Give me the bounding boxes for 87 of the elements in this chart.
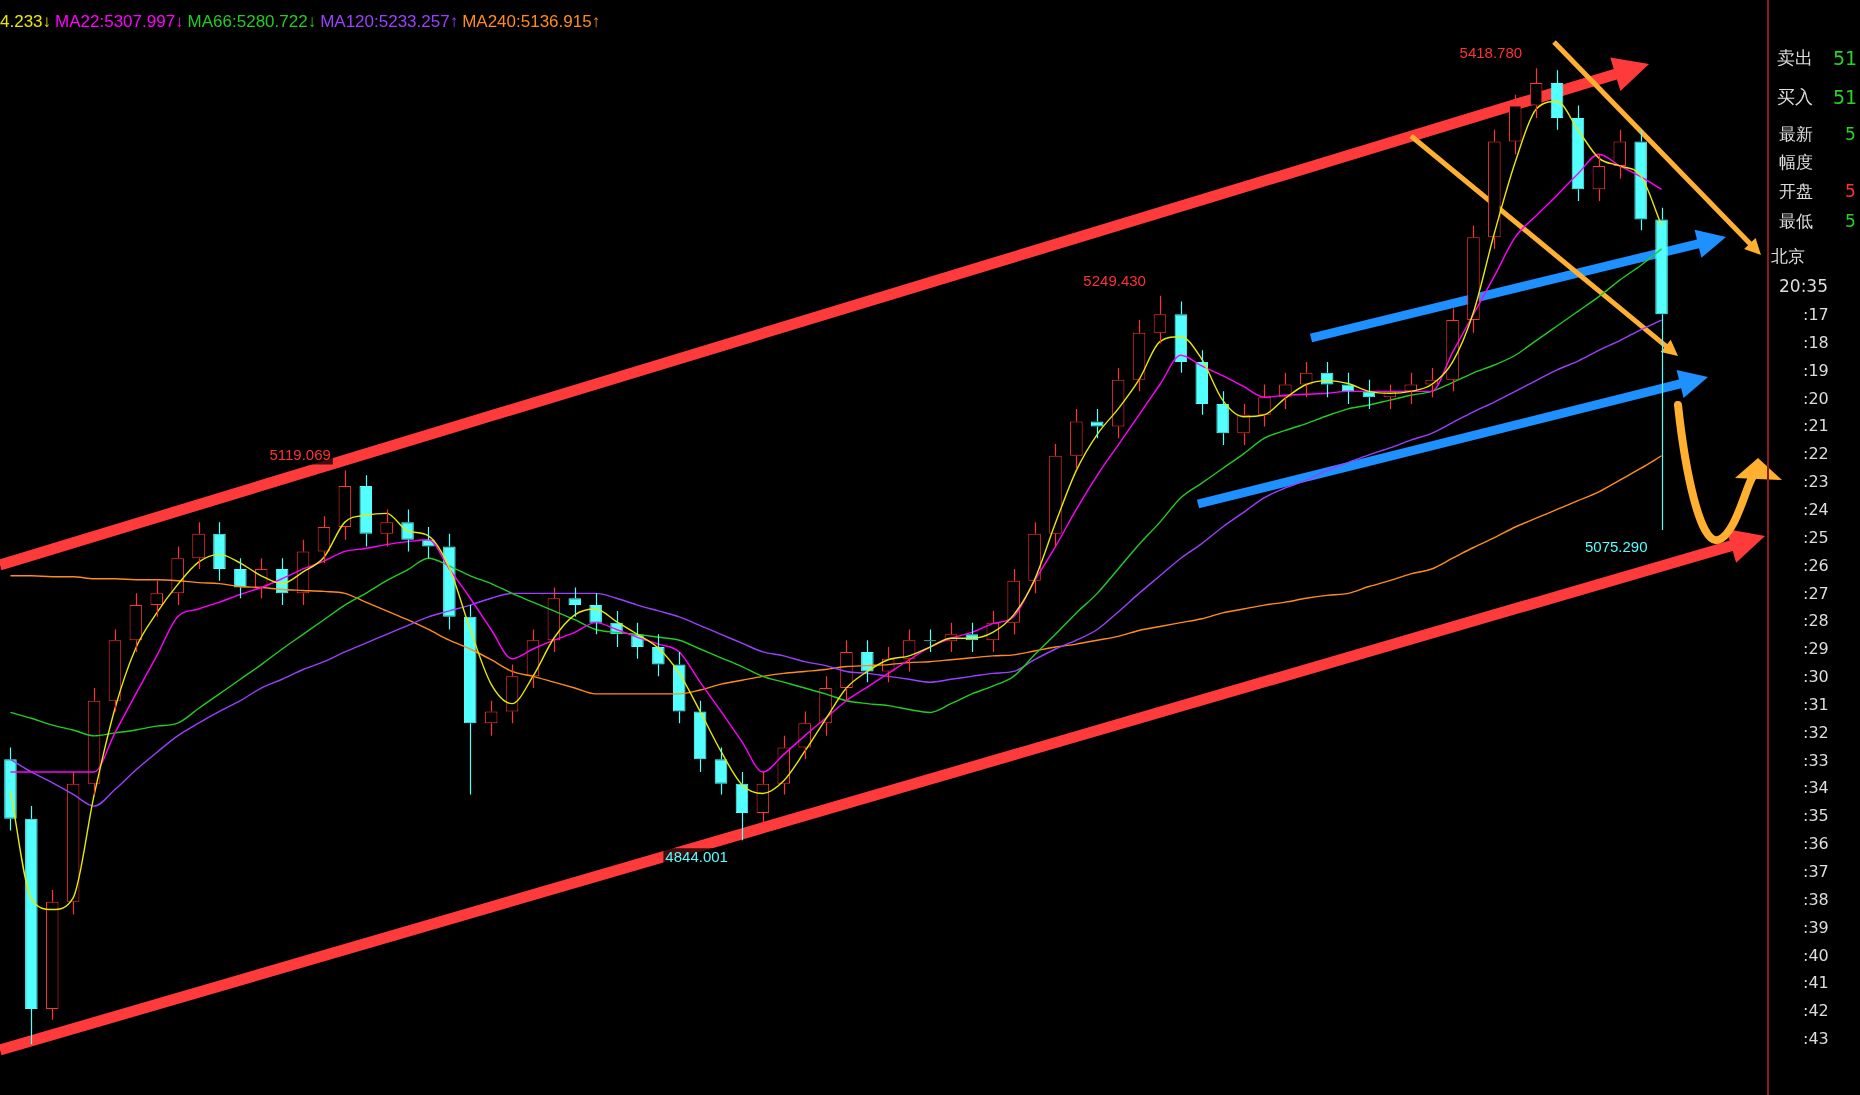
candlestick xyxy=(1655,207,1668,531)
candlestick xyxy=(1550,69,1564,131)
text: :37 xyxy=(1803,862,1829,882)
candlestick xyxy=(1174,300,1188,374)
candlestick xyxy=(4,746,17,832)
candlestick xyxy=(25,805,38,1045)
candlestick xyxy=(66,771,80,916)
text: 最低 xyxy=(1779,211,1813,231)
annotation: 5249.430 xyxy=(1083,271,1146,289)
text: :35 xyxy=(1803,806,1829,827)
candlestick xyxy=(735,771,749,841)
candlestick xyxy=(1592,153,1606,202)
text: :20 xyxy=(1803,388,1829,409)
annotation: 4844.001 xyxy=(665,848,728,866)
text: MA22:5307.997↓ xyxy=(55,12,184,31)
candlestick xyxy=(568,586,582,618)
text: :24 xyxy=(1803,499,1829,520)
candlestick xyxy=(1216,390,1229,446)
text: :31 xyxy=(1803,694,1829,715)
candlestick xyxy=(1132,319,1146,392)
candlestick xyxy=(108,628,122,713)
annotation: 5075.290 xyxy=(1584,537,1648,555)
candlestick xyxy=(714,746,728,796)
text: :19 xyxy=(1803,360,1829,381)
text: 开盘 xyxy=(1779,181,1813,201)
text: :33 xyxy=(1803,750,1829,771)
text: :34 xyxy=(1803,778,1829,799)
text: :25 xyxy=(1803,527,1829,548)
text: :18 xyxy=(1803,332,1829,353)
text: :42 xyxy=(1803,1001,1829,1022)
text: :29 xyxy=(1803,639,1829,660)
text: :27 xyxy=(1803,583,1829,604)
candlestick xyxy=(840,639,853,702)
annotation: 5119.069 xyxy=(269,446,331,464)
candlestick xyxy=(777,735,791,796)
candlestick xyxy=(463,604,477,796)
candlestick xyxy=(317,515,331,564)
text: :23 xyxy=(1803,472,1829,493)
text: MA120:5233.257↑ xyxy=(320,12,459,31)
text: 51 xyxy=(1833,47,1858,69)
text: :22 xyxy=(1803,444,1829,465)
candlestick xyxy=(505,664,519,724)
text: 5 xyxy=(1845,181,1856,201)
text: MA240:5136.915↑ xyxy=(462,12,601,31)
candlestick xyxy=(1467,224,1480,334)
candlestick xyxy=(213,521,226,582)
text: :40 xyxy=(1803,945,1829,966)
text: :36 xyxy=(1803,834,1829,855)
text: :38 xyxy=(1803,889,1829,910)
text: 5 xyxy=(1845,211,1856,231)
text: :28 xyxy=(1803,611,1829,632)
text: 卖出 xyxy=(1777,47,1813,68)
candlestick xyxy=(338,469,352,541)
text: :17 xyxy=(1803,305,1829,325)
candlestick xyxy=(1007,568,1020,635)
text: :39 xyxy=(1803,917,1829,938)
text: :26 xyxy=(1803,555,1829,576)
candlestick xyxy=(129,592,143,653)
text: 4.233↓ xyxy=(0,12,52,31)
candlestick xyxy=(359,474,373,548)
candlestick xyxy=(1508,94,1522,155)
text: MA66:5280.722↓ xyxy=(187,12,317,31)
candlestick xyxy=(693,700,707,773)
text: :32 xyxy=(1803,722,1829,743)
text: 20:35 xyxy=(1779,276,1828,296)
candlestick xyxy=(672,651,686,724)
text: 幅度 xyxy=(1779,152,1813,172)
candlestick xyxy=(1634,129,1647,231)
candlestick xyxy=(1613,129,1627,180)
text: :30 xyxy=(1803,667,1829,688)
text: 北京 xyxy=(1771,246,1805,266)
text: :43 xyxy=(1803,1029,1829,1050)
candlestick xyxy=(1446,307,1459,392)
candlestick xyxy=(1049,443,1062,548)
text: 5418.780 xyxy=(1459,44,1523,62)
text: 51 xyxy=(1833,86,1858,108)
text: 买入 xyxy=(1777,86,1813,107)
text: 5 xyxy=(1845,124,1856,144)
text: :41 xyxy=(1803,973,1829,994)
text: 最新 xyxy=(1779,124,1813,144)
candlestick xyxy=(171,545,184,606)
text: :21 xyxy=(1803,416,1829,437)
candlestick xyxy=(45,889,59,1021)
candlestick xyxy=(1529,67,1543,119)
candlestick xyxy=(1028,521,1041,594)
candlestick xyxy=(1195,349,1209,416)
candlestick xyxy=(1070,408,1083,470)
